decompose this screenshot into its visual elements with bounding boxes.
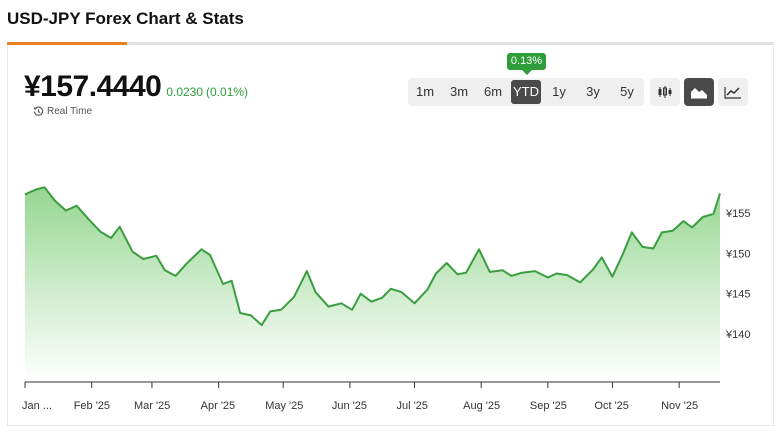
y-tick-label: ¥155: [725, 208, 750, 220]
area-chart-button[interactable]: [684, 78, 714, 106]
area-chart-icon: [691, 88, 707, 99]
y-axis-ticks: ¥155 ¥150 ¥145 ¥140: [725, 208, 750, 341]
range-tab-5y[interactable]: 5y: [620, 84, 634, 99]
realtime-indicator: Real Time: [33, 106, 92, 117]
price-change-value: 0.0230: [166, 85, 204, 99]
range-selector: 1m 3m 6m YTD 1y 3y 5y: [408, 78, 644, 106]
candlestick-chart-button[interactable]: [650, 78, 680, 106]
line-chart-icon: [724, 87, 741, 99]
y-tick-label: ¥145: [725, 289, 750, 301]
x-tick-label: Aug '25: [463, 400, 500, 412]
range-tab-ytd[interactable]: YTD: [511, 80, 541, 104]
quote-header: ¥157.4440 0.0230 (0.01%): [24, 70, 251, 104]
x-tick-label: May '25: [265, 400, 303, 412]
x-tick-label: Jun '25: [332, 400, 367, 412]
x-axis-ticks: Jan ... Feb '25 Mar '25 Apr '25 May '25 Jun '…: [22, 382, 698, 412]
x-tick-label: Apr '25: [201, 400, 236, 412]
chart-price-line: [24, 186, 721, 327]
x-tick-label: Jul '25: [396, 400, 427, 412]
history-clock-icon: [33, 106, 44, 116]
range-tab-6m[interactable]: 6m: [483, 84, 503, 99]
current-price: ¥157.4440: [24, 70, 162, 103]
title-underline-accent: [7, 42, 127, 45]
x-tick-label: Oct '25: [594, 400, 629, 412]
price-change-percent: (0.01%): [206, 85, 249, 99]
chart-area-fill: [25, 187, 720, 382]
ytd-change-badge: 0.13%: [507, 53, 546, 75]
price-change: 0.0230 (0.01%): [166, 85, 251, 99]
page-title: USD-JPY Forex Chart & Stats: [7, 9, 244, 28]
y-tick-label: ¥150: [725, 248, 750, 260]
x-tick-label: Feb '25: [74, 400, 110, 412]
range-tab-1y[interactable]: 1y: [552, 84, 566, 99]
x-tick-label: Mar '25: [134, 400, 170, 412]
chart-type-selector: [650, 78, 752, 106]
range-tab-1m[interactable]: 1m: [415, 84, 435, 99]
x-tick-label: Nov '25: [661, 400, 698, 412]
realtime-label: Real Time: [47, 106, 93, 117]
range-tab-3m[interactable]: 3m: [449, 84, 469, 99]
y-tick-label: ¥140: [725, 329, 750, 341]
candlestick-icon: [658, 86, 672, 98]
range-tab-3y[interactable]: 3y: [586, 84, 600, 99]
line-chart-button[interactable]: [718, 78, 748, 106]
x-tick-label: Jan ...: [22, 400, 52, 412]
title-underline: [7, 42, 774, 45]
x-tick-label: Sep '25: [530, 400, 567, 412]
